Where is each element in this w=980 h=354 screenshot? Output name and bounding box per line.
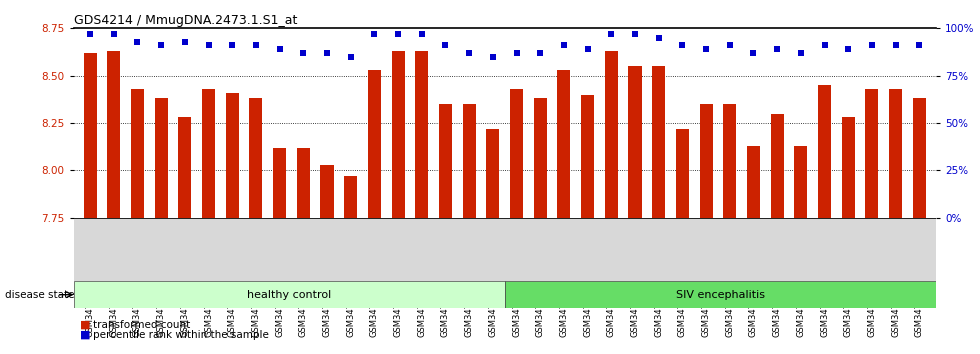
Bar — [155, 98, 168, 218]
Bar — [463, 104, 475, 218]
Bar — [534, 98, 547, 218]
Bar — [439, 104, 452, 218]
Bar — [842, 117, 855, 218]
Text: GDS4214 / MmugDNA.2473.1.S1_at: GDS4214 / MmugDNA.2473.1.S1_at — [74, 14, 297, 27]
Bar — [889, 89, 903, 218]
Bar — [581, 95, 594, 218]
Bar — [652, 66, 665, 218]
Bar — [770, 114, 784, 218]
Text: healthy control: healthy control — [247, 290, 331, 300]
Bar — [178, 117, 191, 218]
Bar — [700, 104, 712, 218]
Bar — [368, 70, 381, 218]
Bar — [392, 51, 405, 218]
Bar — [505, 281, 936, 308]
Bar — [795, 146, 808, 218]
Bar — [605, 51, 617, 218]
Bar — [676, 129, 689, 218]
Bar — [131, 89, 144, 218]
Bar — [416, 51, 428, 218]
Bar — [202, 89, 215, 218]
Bar — [723, 104, 736, 218]
Bar — [320, 165, 333, 218]
Bar — [107, 51, 121, 218]
Text: SIV encephalitis: SIV encephalitis — [676, 290, 764, 300]
Text: disease state: disease state — [5, 290, 74, 299]
Bar — [558, 70, 570, 218]
Bar — [818, 85, 831, 218]
Bar — [486, 129, 500, 218]
Bar — [250, 98, 263, 218]
Bar — [747, 146, 760, 218]
Bar — [912, 98, 926, 218]
Bar — [225, 93, 239, 218]
Text: percentile rank within the sample: percentile rank within the sample — [93, 330, 269, 339]
Bar — [83, 53, 97, 218]
Bar — [865, 89, 878, 218]
Bar — [510, 89, 523, 218]
Text: ■: ■ — [80, 320, 91, 330]
Bar — [628, 66, 642, 218]
Bar — [74, 281, 505, 308]
Bar — [344, 176, 358, 218]
Bar — [297, 148, 310, 218]
Text: transformed count: transformed count — [93, 320, 190, 330]
Text: ■: ■ — [80, 330, 91, 339]
Bar — [273, 148, 286, 218]
